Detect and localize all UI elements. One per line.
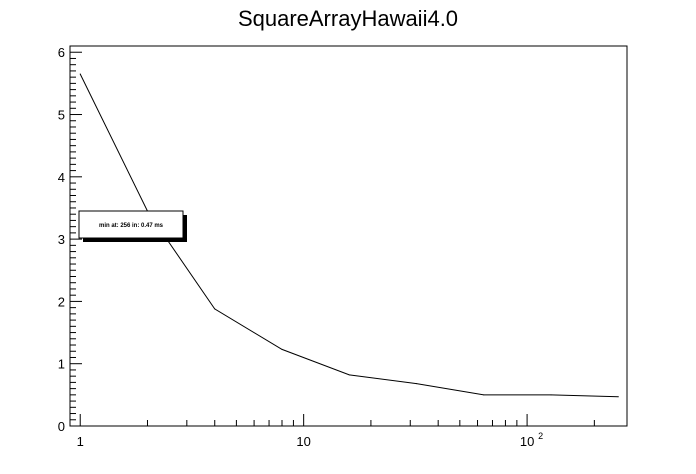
y-tick-label: 4 bbox=[58, 170, 65, 185]
y-tick-label: 3 bbox=[58, 232, 65, 247]
data-point bbox=[617, 396, 619, 398]
data-point bbox=[483, 394, 485, 396]
data-point bbox=[214, 308, 216, 310]
y-tick-label: 1 bbox=[58, 357, 65, 372]
y-tick-label: 0 bbox=[58, 419, 65, 434]
data-point bbox=[79, 73, 81, 75]
y-axis: 0 1 2 3 4 5 6 bbox=[58, 45, 82, 434]
x-tick-label: 10 bbox=[296, 434, 310, 449]
data-point bbox=[416, 383, 418, 385]
x-tick-label: 10 bbox=[520, 434, 534, 449]
x-axis: 1 10 10 2 bbox=[77, 414, 595, 449]
y-tick-label: 6 bbox=[58, 45, 65, 60]
chart-title: SquareArrayHawaii4.0 bbox=[238, 6, 458, 31]
y-tick-label: 2 bbox=[58, 294, 65, 309]
x-tick-label-exponent: 2 bbox=[538, 431, 543, 441]
annotation-text: min at: 256 in: 0.47 ms bbox=[99, 223, 164, 229]
data-point bbox=[550, 394, 552, 396]
plot-frame bbox=[69, 45, 628, 427]
annotation-box: min at: 256 in: 0.47 ms bbox=[78, 210, 187, 242]
data-point bbox=[348, 374, 350, 376]
y-tick-label: 5 bbox=[58, 108, 65, 123]
data-point bbox=[281, 348, 283, 350]
x-tick-label: 1 bbox=[77, 434, 84, 449]
